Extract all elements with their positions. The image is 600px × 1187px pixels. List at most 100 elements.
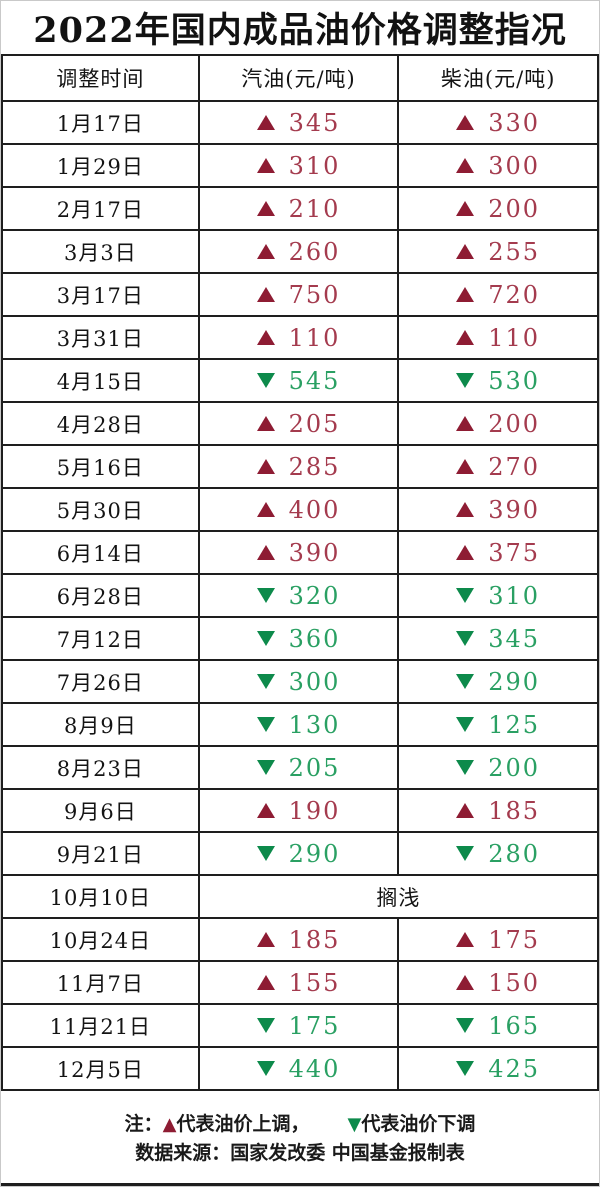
header-adjustment-date: 调整时间 — [1, 54, 200, 102]
change-value: 175 — [288, 1011, 341, 1040]
table-row: 9月21日 290 280 — [1, 831, 599, 876]
gasoline-change-cell: 175 — [197, 1003, 400, 1048]
data-source: 数据来源：国家发改委 中国基金报制表 — [135, 1141, 465, 1164]
diesel-change-cell: 200 — [397, 745, 599, 790]
gasoline-change-cell: 260 — [197, 229, 400, 274]
diesel-change-cell: 125 — [397, 702, 599, 747]
table-row: 8月9日 130 125 — [1, 702, 599, 747]
change-value: 155 — [288, 968, 341, 997]
down-triangle-icon — [256, 1018, 275, 1033]
change-value: 300 — [488, 151, 541, 180]
gasoline-change-cell: 290 — [197, 831, 400, 876]
change-indicator: 190 — [200, 797, 398, 825]
change-indicator: 205 — [200, 410, 398, 438]
up-note-text: 代表油价上调， — [176, 1112, 310, 1135]
table-row: 9月6日 190 185 — [1, 788, 599, 833]
up-triangle-icon — [456, 201, 475, 216]
table-row: 4月15日 545 530 — [1, 358, 599, 403]
change-value: 310 — [488, 581, 541, 610]
change-indicator: 310 — [399, 582, 597, 610]
table-row: 2月17日 210 200 — [1, 186, 599, 231]
diesel-change-cell: 720 — [397, 272, 599, 317]
gasoline-change-cell: 300 — [197, 659, 400, 704]
adjustment-date: 7月26日 — [1, 659, 200, 704]
adjustment-date: 6月14日 — [1, 530, 200, 575]
footer-notes: 注：▲代表油价上调， ▼代表油价下调 数据来源：国家发改委 中国基金报制表 — [1, 1091, 599, 1186]
change-indicator: 110 — [399, 324, 597, 352]
diesel-change-cell: 290 — [397, 659, 599, 704]
adjustment-date: 1月17日 — [1, 100, 200, 145]
change-indicator: 205 — [200, 754, 398, 782]
change-value: 440 — [288, 1054, 341, 1083]
change-indicator: 390 — [200, 539, 398, 567]
up-triangle-icon — [256, 803, 275, 818]
down-triangle-icon — [456, 760, 475, 775]
change-value: 130 — [288, 710, 341, 739]
down-triangle-icon — [256, 846, 275, 861]
table-row: 3月31日 110 110 — [1, 315, 599, 360]
diesel-change-cell: 530 — [397, 358, 599, 403]
down-triangle-icon — [456, 373, 475, 388]
down-triangle-icon — [256, 373, 275, 388]
change-value: 200 — [488, 409, 541, 438]
table-row: 5月30日 400 390 — [1, 487, 599, 532]
adjustment-date: 5月16日 — [1, 444, 200, 489]
change-value: 110 — [488, 323, 541, 352]
change-value: 285 — [288, 452, 341, 481]
gasoline-change-cell: 210 — [197, 186, 400, 231]
change-indicator: 280 — [399, 840, 597, 868]
up-triangle-icon — [456, 244, 475, 259]
gasoline-change-cell: 545 — [197, 358, 400, 403]
change-indicator: 130 — [200, 711, 398, 739]
header-diesel: 柴油(元/吨) — [397, 54, 599, 102]
adjustment-date: 11月7日 — [1, 960, 200, 1005]
change-indicator: 270 — [399, 453, 597, 481]
gasoline-change-cell: 360 — [197, 616, 400, 661]
change-value: 310 — [288, 151, 341, 180]
change-indicator: 545 — [200, 367, 398, 395]
change-indicator: 260 — [200, 238, 398, 266]
change-indicator: 345 — [399, 625, 597, 653]
table-row: 10月24日 185 175 — [1, 917, 599, 962]
change-indicator: 530 — [399, 367, 597, 395]
change-value: 320 — [288, 581, 341, 610]
adjustment-date: 8月9日 — [1, 702, 200, 747]
up-triangle-icon — [256, 244, 275, 259]
adjustment-date: 10月24日 — [1, 917, 200, 962]
adjustment-date: 9月6日 — [1, 788, 200, 833]
gasoline-change-cell: 110 — [197, 315, 400, 360]
change-value: 530 — [488, 366, 541, 395]
up-triangle-icon — [456, 545, 475, 560]
diesel-change-cell: 270 — [397, 444, 599, 489]
table-row: 12月5日 440 425 — [1, 1046, 599, 1091]
up-triangle-icon: ▲ — [162, 1113, 177, 1135]
change-indicator: 425 — [399, 1055, 597, 1083]
diesel-change-cell: 165 — [397, 1003, 599, 1048]
up-triangle-icon — [256, 115, 275, 130]
gasoline-change-cell: 750 — [197, 272, 400, 317]
up-triangle-icon — [256, 330, 275, 345]
up-triangle-icon — [256, 201, 275, 216]
change-value: 345 — [488, 624, 541, 653]
adjustment-date: 8月23日 — [1, 745, 200, 790]
up-triangle-icon — [456, 158, 475, 173]
change-value: 150 — [488, 968, 541, 997]
table-row: 1月17日 345 330 — [1, 100, 599, 145]
change-indicator: 290 — [399, 668, 597, 696]
down-triangle-icon — [256, 674, 275, 689]
adjustment-date: 10月10日 — [1, 874, 200, 919]
change-indicator: 200 — [399, 195, 597, 223]
table-row: 6月28日 320 310 — [1, 573, 599, 618]
up-triangle-icon — [256, 287, 275, 302]
price-table-body: 1月17日 345 330 1月29日 310 300 2月17日 210 200 3月3日 260… — [1, 100, 599, 1091]
change-value: 110 — [288, 323, 341, 352]
change-indicator: 320 — [200, 582, 398, 610]
change-indicator: 165 — [399, 1012, 597, 1040]
gasoline-change-cell: 130 — [197, 702, 400, 747]
change-indicator: 750 — [200, 281, 398, 309]
change-value: 720 — [488, 280, 541, 309]
diesel-change-cell: 110 — [397, 315, 599, 360]
gasoline-change-cell: 400 — [197, 487, 400, 532]
up-triangle-icon — [456, 416, 475, 431]
down-triangle-icon — [456, 1061, 475, 1076]
